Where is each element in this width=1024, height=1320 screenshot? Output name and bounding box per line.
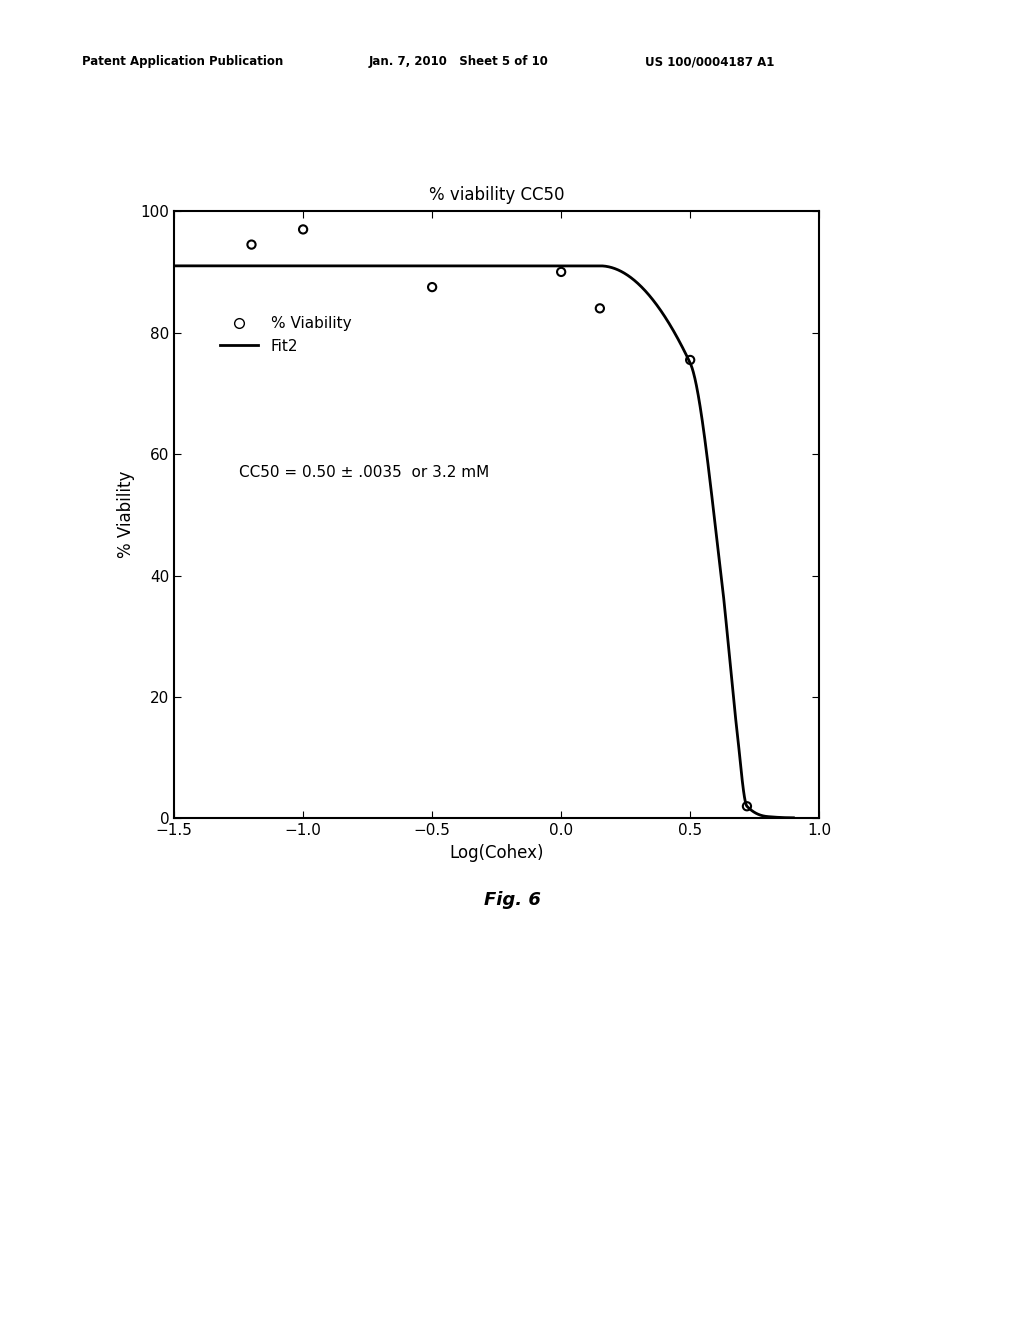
Point	[682, 350, 698, 371]
Text: US 100/0004187 A1: US 100/0004187 A1	[645, 55, 774, 69]
Text: Fig. 6: Fig. 6	[483, 891, 541, 909]
X-axis label: Log(Cohex): Log(Cohex)	[450, 843, 544, 862]
Point	[424, 276, 440, 297]
Text: Patent Application Publication: Patent Application Publication	[82, 55, 284, 69]
Text: Jan. 7, 2010   Sheet 5 of 10: Jan. 7, 2010 Sheet 5 of 10	[369, 55, 549, 69]
Point	[553, 261, 569, 282]
Point	[738, 796, 755, 817]
Point	[592, 298, 608, 319]
Text: CC50 = 0.50 ± .0035  or 3.2 mM: CC50 = 0.50 ± .0035 or 3.2 mM	[239, 465, 488, 479]
Legend: % Viability, Fit2: % Viability, Fit2	[214, 310, 357, 360]
Y-axis label: % Viability: % Viability	[117, 471, 135, 558]
Title: % viability CC50: % viability CC50	[429, 186, 564, 205]
Point	[244, 234, 260, 255]
Point	[295, 219, 311, 240]
